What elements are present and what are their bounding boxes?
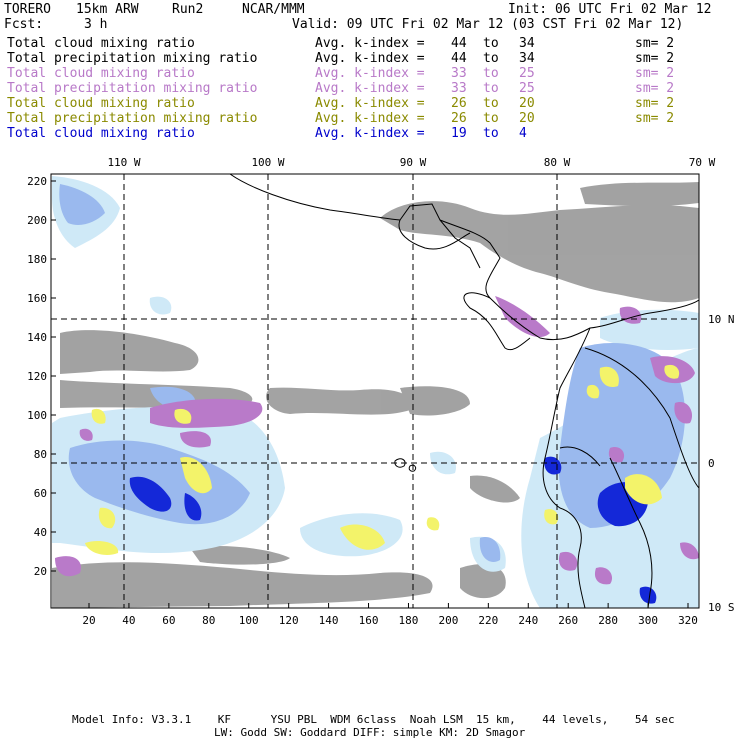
layer-index-to-word: to bbox=[483, 111, 499, 126]
weather-map: 110 W 100 W 90 W 80 W 70 W bbox=[27, 156, 735, 627]
y-tick-label: 160 bbox=[27, 292, 47, 305]
valid-time: Valid: 09 UTC Fri 02 Mar 12 (03 CST Fri … bbox=[292, 17, 684, 32]
lon-label-100w: 100 W bbox=[251, 156, 284, 169]
layer-index-from: 44 bbox=[451, 36, 467, 51]
map-fields bbox=[51, 174, 699, 608]
layer-index-from: 26 bbox=[451, 96, 467, 111]
layer-index-to: 25 bbox=[519, 66, 535, 81]
layer-index-to: 4 bbox=[519, 126, 527, 141]
layer-smoothing: sm= 2 bbox=[635, 66, 675, 81]
x-tick-label: 300 bbox=[638, 614, 658, 627]
layer-field-name: Total cloud mixing ratio bbox=[7, 36, 195, 51]
model-org: NCAR/MMM bbox=[242, 2, 305, 17]
init-time: Init: 06 UTC Fri 02 Mar 12 bbox=[508, 2, 712, 17]
longitude-labels: 110 W 100 W 90 W 80 W 70 W bbox=[107, 156, 715, 169]
y-tick-label: 40 bbox=[34, 526, 47, 539]
x-tick-label: 160 bbox=[359, 614, 379, 627]
lon-label-110w: 110 W bbox=[107, 156, 140, 169]
x-tick-label: 320 bbox=[678, 614, 698, 627]
layer-index-to: 20 bbox=[519, 96, 535, 111]
layer-index-label: Avg. k-index = bbox=[315, 126, 425, 141]
layer-smoothing: sm= 2 bbox=[635, 51, 675, 66]
lat-label-eq: 0 bbox=[708, 457, 715, 470]
layer-index-to-word: to bbox=[483, 51, 499, 66]
x-tick-label: 220 bbox=[478, 614, 498, 627]
lat-label-10s: 10 S bbox=[708, 601, 735, 614]
layer-index-to-word: to bbox=[483, 36, 499, 51]
layer-index-from: 33 bbox=[451, 81, 467, 96]
y-axis-ticks: 220 200 180 160 140 120 100 80 60 40 20 bbox=[27, 175, 56, 578]
layer-index-label: Avg. k-index = bbox=[315, 36, 425, 51]
layer-index-to-word: to bbox=[483, 66, 499, 81]
x-tick-label: 180 bbox=[399, 614, 419, 627]
x-tick-label: 260 bbox=[558, 614, 578, 627]
layer-field-name: Total cloud mixing ratio bbox=[7, 96, 195, 111]
coastline-outline bbox=[229, 174, 699, 608]
layer-index-to-word: to bbox=[483, 96, 499, 111]
x-tick-label: 280 bbox=[598, 614, 618, 627]
layer-index-to: 20 bbox=[519, 111, 535, 126]
layer-index-to-word: to bbox=[483, 126, 499, 141]
layer-smoothing: sm= 2 bbox=[635, 96, 675, 111]
physics-info-line: LW: Godd SW: Goddard DIFF: simple KM: 2D… bbox=[214, 726, 526, 739]
layer-index-to-word: to bbox=[483, 81, 499, 96]
model-run: Run2 bbox=[172, 2, 204, 17]
layer-index-to: 34 bbox=[519, 51, 535, 66]
layer-field-name: Total cloud mixing ratio bbox=[7, 126, 195, 141]
model-resolution: 15km ARW bbox=[76, 2, 139, 17]
forecast-label: Fcst: bbox=[4, 17, 44, 32]
layer-index-label: Avg. k-index = bbox=[315, 81, 425, 96]
y-tick-label: 180 bbox=[27, 253, 47, 266]
layer-index-from: 26 bbox=[451, 111, 467, 126]
layer-field-name: Total precipitation mixing ratio bbox=[7, 81, 258, 96]
layer-smoothing: sm= 2 bbox=[635, 36, 675, 51]
y-tick-label: 140 bbox=[27, 331, 47, 344]
layer-index-to: 25 bbox=[519, 81, 535, 96]
lon-label-90w: 90 W bbox=[400, 156, 427, 169]
layer-smoothing: sm= 2 bbox=[635, 81, 675, 96]
layer-index-from: 44 bbox=[451, 51, 467, 66]
layer-index-label: Avg. k-index = bbox=[315, 96, 425, 111]
graticule bbox=[51, 174, 699, 608]
x-tick-label: 240 bbox=[518, 614, 538, 627]
x-tick-label: 40 bbox=[122, 614, 135, 627]
x-tick-label: 120 bbox=[279, 614, 299, 627]
x-tick-label: 200 bbox=[438, 614, 458, 627]
layer-field-name: Total precipitation mixing ratio bbox=[7, 111, 258, 126]
x-tick-label: 140 bbox=[319, 614, 339, 627]
layer-index-from: 19 bbox=[451, 126, 467, 141]
x-tick-label: 80 bbox=[202, 614, 215, 627]
latitude-labels: 10 N 0 10 S bbox=[708, 313, 735, 614]
layer-smoothing: sm= 2 bbox=[635, 111, 675, 126]
y-tick-label: 100 bbox=[27, 409, 47, 422]
lon-label-70w: 70 W bbox=[689, 156, 716, 169]
layer-field-name: Total precipitation mixing ratio bbox=[7, 51, 258, 66]
forecast-hours: 3 h bbox=[84, 17, 108, 32]
model-name: TORERO bbox=[4, 2, 51, 17]
y-tick-label: 220 bbox=[27, 175, 47, 188]
y-tick-label: 20 bbox=[34, 565, 47, 578]
layer-index-label: Avg. k-index = bbox=[315, 111, 425, 126]
layer-index-to: 34 bbox=[519, 36, 535, 51]
yellow-precip-field bbox=[85, 364, 680, 555]
layer-index-label: Avg. k-index = bbox=[315, 66, 425, 81]
x-tick-label: 100 bbox=[239, 614, 259, 627]
map-frame bbox=[50, 173, 700, 609]
y-tick-label: 120 bbox=[27, 370, 47, 383]
lon-label-80w: 80 W bbox=[544, 156, 571, 169]
layer-index-label: Avg. k-index = bbox=[315, 51, 425, 66]
x-tick-label: 20 bbox=[82, 614, 95, 627]
lat-label-10n: 10 N bbox=[708, 313, 735, 326]
layer-index-from: 33 bbox=[451, 66, 467, 81]
x-tick-label: 60 bbox=[162, 614, 175, 627]
x-axis-ticks: 20 40 60 80 100 120 140 160 180 200 220 240 260 280 30… bbox=[82, 603, 698, 627]
model-info-line: Model Info: V3.3.1 KF YSU PBL WDM 6class… bbox=[72, 713, 675, 726]
y-tick-label: 80 bbox=[34, 448, 47, 461]
y-tick-label: 200 bbox=[27, 214, 47, 227]
layer-field-name: Total cloud mixing ratio bbox=[7, 66, 195, 81]
y-tick-label: 60 bbox=[34, 487, 47, 500]
